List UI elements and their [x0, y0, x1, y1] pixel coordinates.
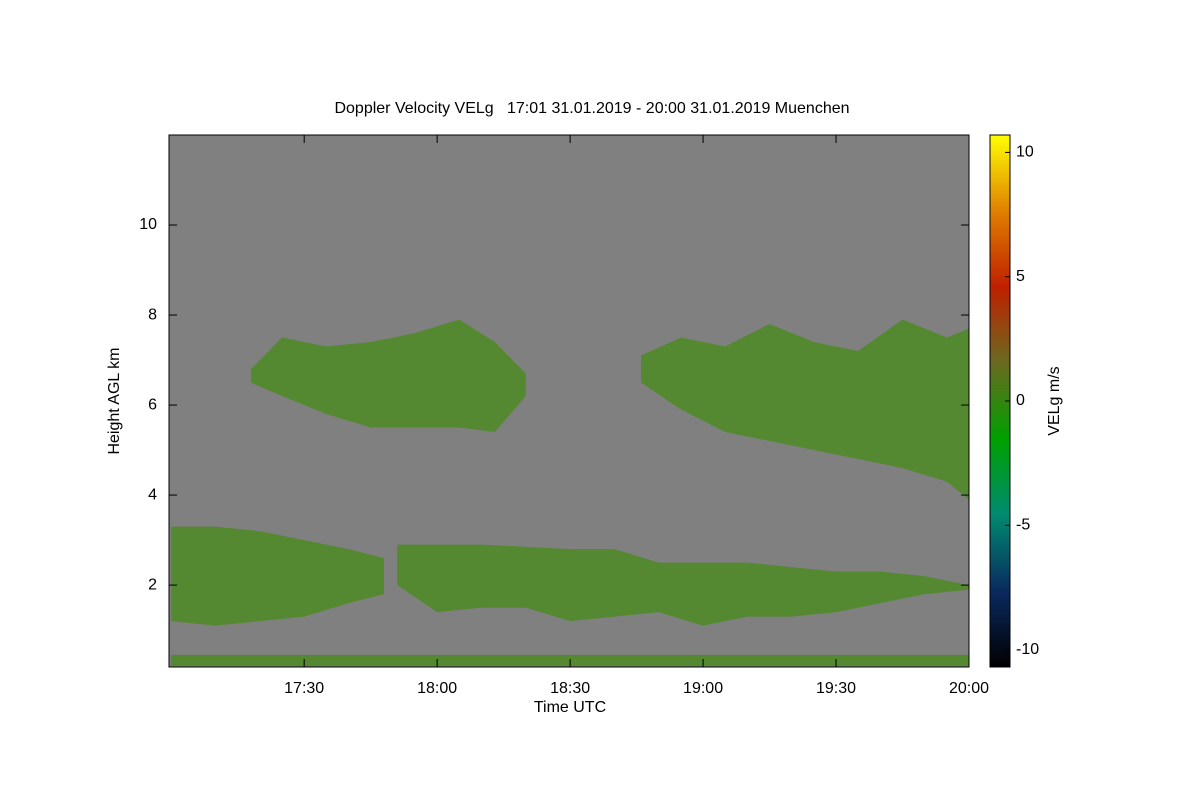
y-tick-label: 2	[148, 576, 157, 593]
cloud-layer	[250, 319, 526, 433]
colorbar-tick-label: 5	[1016, 268, 1025, 285]
cloud-layer	[397, 544, 969, 626]
colorbar-tick-label: -5	[1016, 517, 1030, 534]
cloud-layer	[641, 319, 969, 500]
y-tick-label: 8	[148, 306, 157, 323]
colorbar-tick-label: 10	[1016, 144, 1034, 161]
y-tick-label: 10	[139, 216, 157, 233]
y-axis-label: Height AGL km	[106, 347, 123, 454]
colorbar-tick-label: 0	[1016, 392, 1025, 409]
chart-title: Doppler Velocity VELg 17:01 31.01.2019 -…	[334, 100, 849, 117]
x-tick-label: 17:30	[284, 680, 324, 697]
colorbar-tick-label: -10	[1016, 641, 1039, 658]
y-tick-label: 4	[148, 486, 157, 503]
x-tick-label: 19:30	[816, 680, 856, 697]
x-tick-label: 20:00	[949, 680, 989, 697]
x-tick-label: 19:00	[683, 680, 723, 697]
y-tick-label: 6	[148, 396, 157, 413]
x-axis-label: Time UTC	[534, 699, 606, 716]
x-tick-label: 18:00	[417, 680, 457, 697]
plot-frame	[168, 134, 970, 668]
x-tick-label: 18:30	[550, 680, 590, 697]
cloud-layer	[171, 526, 384, 626]
colorbar-label: VELg m/s	[1046, 366, 1063, 435]
